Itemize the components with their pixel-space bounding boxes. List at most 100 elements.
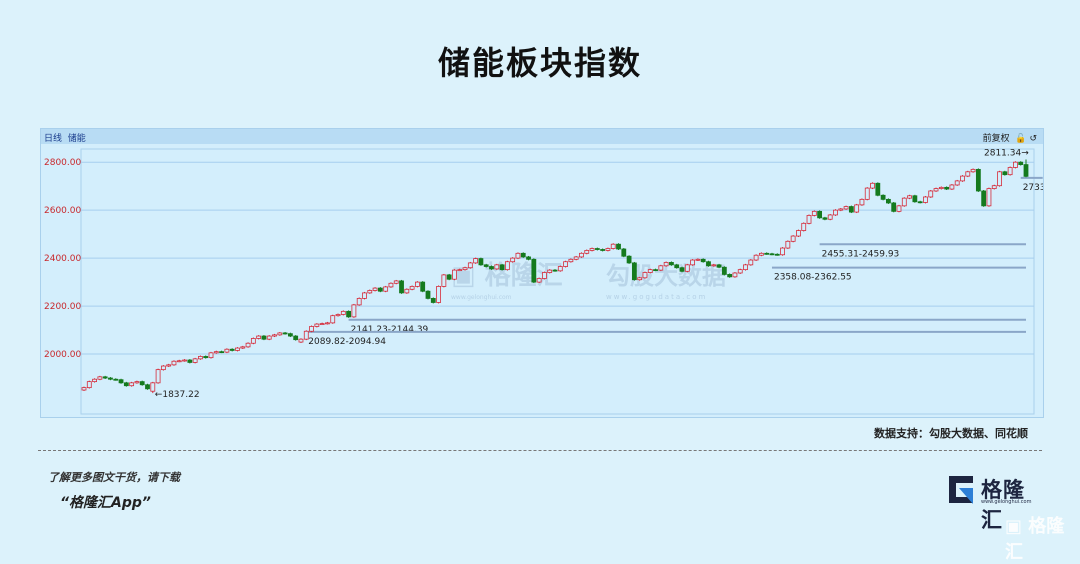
candle-up — [870, 182, 875, 189]
candle-up — [383, 286, 389, 292]
y-tick-label: 2200.00 — [44, 302, 81, 312]
candle-up — [515, 252, 521, 259]
candle-up — [642, 272, 648, 279]
candle-up — [86, 381, 92, 389]
candle-up — [801, 222, 807, 231]
candle-up — [928, 190, 934, 198]
candle-up — [780, 247, 785, 256]
candle-up — [462, 267, 468, 271]
candle-up — [843, 206, 849, 210]
candle-down — [706, 261, 711, 267]
y-tick-label: 2400.00 — [44, 254, 81, 264]
candle-up — [954, 180, 960, 186]
candle-up — [325, 322, 330, 325]
candle-up — [605, 248, 611, 251]
candle-up — [277, 332, 283, 336]
candle-up — [933, 188, 939, 192]
candle-down — [769, 253, 775, 256]
candle-up — [663, 262, 669, 267]
chart-panel: ▣ 格隆汇 www.gelonghui.com 勾股大数据 www.gogudata.… — [40, 128, 1044, 418]
candle-up — [991, 185, 997, 189]
candle-down — [219, 351, 224, 354]
period-label[interactable]: 日线 — [44, 134, 63, 144]
candle-up — [457, 269, 463, 272]
data-source: 数据支持：勾股大数据、同花顺 — [874, 427, 1028, 440]
candle-down — [727, 274, 733, 278]
candle-up — [129, 382, 135, 387]
candle-down — [478, 258, 484, 266]
plot-area — [80, 148, 1035, 415]
page-title: 储能板块指数 — [437, 44, 642, 82]
candle-up — [579, 252, 584, 258]
candle-up — [563, 261, 568, 267]
candle-up — [150, 382, 156, 392]
candle-up — [811, 210, 817, 216]
candle-down — [346, 310, 352, 318]
candle-down — [203, 356, 209, 359]
candle-up — [923, 196, 928, 203]
candle-down — [377, 287, 383, 292]
candle-down — [912, 195, 918, 203]
candle-up — [266, 335, 272, 340]
candle-up — [986, 188, 992, 207]
candle-up — [494, 264, 500, 270]
promo-line2: “格隆汇App” — [60, 495, 151, 511]
candle-up — [155, 369, 161, 384]
candle-up — [256, 335, 262, 339]
candle-up — [970, 168, 976, 173]
candle-up — [356, 298, 362, 306]
candle-up — [949, 184, 955, 190]
candle-up — [335, 314, 341, 317]
candle-down — [600, 249, 606, 251]
candle-up — [568, 258, 574, 263]
candle-up — [647, 269, 653, 273]
y-tick-label: 2800.00 — [44, 158, 81, 168]
candle-up — [81, 387, 87, 391]
candle-down — [716, 264, 722, 268]
candle-up — [504, 261, 510, 271]
low-annotation: ←1837.22 — [155, 390, 200, 400]
candle-up — [473, 258, 479, 264]
candle-up — [938, 186, 944, 189]
candle-down — [282, 332, 288, 335]
candle-down — [187, 359, 193, 363]
candle-up — [695, 258, 701, 261]
lock-open-icon[interactable]: 🔓 — [1015, 134, 1027, 144]
candle-down — [139, 381, 145, 386]
candle-up — [309, 326, 314, 332]
adjust-button[interactable]: 前复权 — [982, 134, 1010, 144]
candle-down — [261, 335, 267, 340]
y-tick-label: 2000.00 — [44, 350, 81, 360]
candle-down — [526, 256, 531, 260]
candle-up — [896, 205, 902, 212]
candle-up — [838, 208, 844, 211]
level-label: 2089.82-2094.94 — [308, 337, 386, 347]
candle-down — [917, 201, 923, 204]
candle-up — [907, 195, 912, 199]
candle-up — [859, 198, 865, 206]
candle-up — [748, 259, 754, 266]
candle-up — [404, 288, 410, 294]
candle-down — [944, 186, 950, 190]
corner-watermark: ▣ 格隆汇 — [1005, 516, 1065, 563]
candle-up — [224, 348, 230, 353]
candle-up — [166, 364, 172, 367]
candle-down — [700, 258, 706, 263]
candle-up — [409, 286, 415, 290]
candle-up — [272, 334, 277, 337]
candle-down — [1002, 171, 1008, 176]
candle-up — [711, 264, 717, 267]
candle-down — [293, 335, 299, 341]
candle-down — [446, 274, 452, 280]
candle-up — [997, 171, 1002, 187]
candle-up — [732, 272, 738, 278]
candle-down — [1023, 164, 1029, 177]
candle-up — [319, 323, 325, 325]
candle-up — [589, 248, 595, 251]
candle-up — [542, 272, 547, 279]
candle-up — [743, 264, 748, 271]
candle-up — [298, 338, 304, 343]
undo-icon[interactable]: ↺ — [1029, 134, 1037, 144]
candle-down — [975, 168, 981, 192]
watermark-gelonghui-url: www.gelonghui.com — [451, 294, 512, 301]
